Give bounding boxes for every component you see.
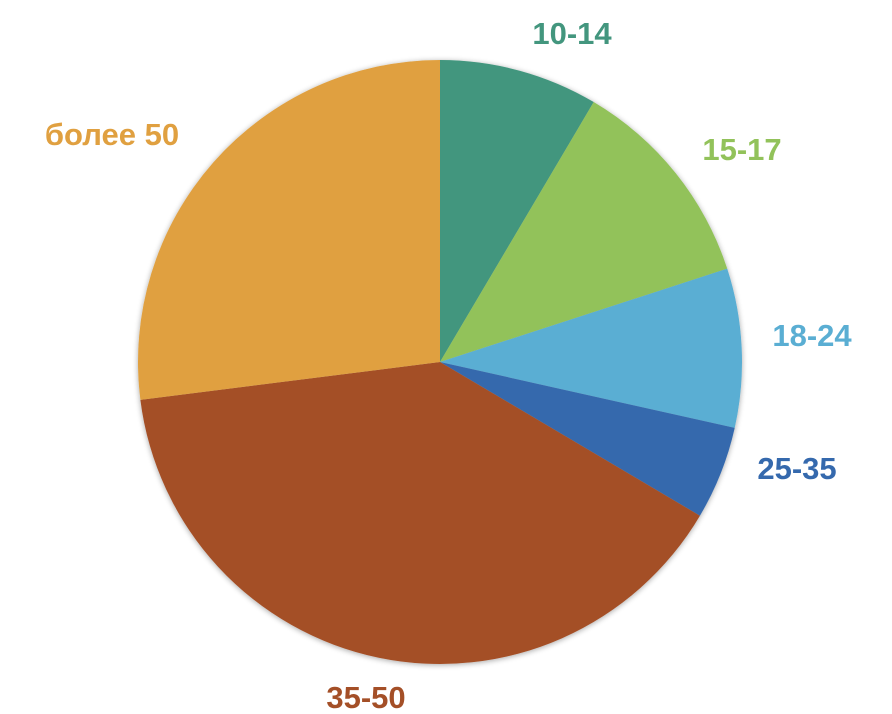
pie-slice-1 (440, 60, 594, 362)
pie-slice-4 (440, 362, 735, 516)
pie-label-2: 15-17 (702, 132, 781, 167)
pie-slice-2 (440, 102, 728, 362)
pie-label-6: более 50 (45, 117, 179, 152)
pie-slice-5 (140, 362, 700, 664)
pie-slice-6 (137, 60, 440, 400)
pie-label-1: 10-14 (532, 16, 612, 51)
pie-slice-3 (440, 268, 743, 428)
pie-label-4: 25-35 (757, 451, 836, 486)
pie-label-3: 18-24 (772, 318, 852, 353)
pie-label-5: 35-50 (326, 680, 405, 714)
